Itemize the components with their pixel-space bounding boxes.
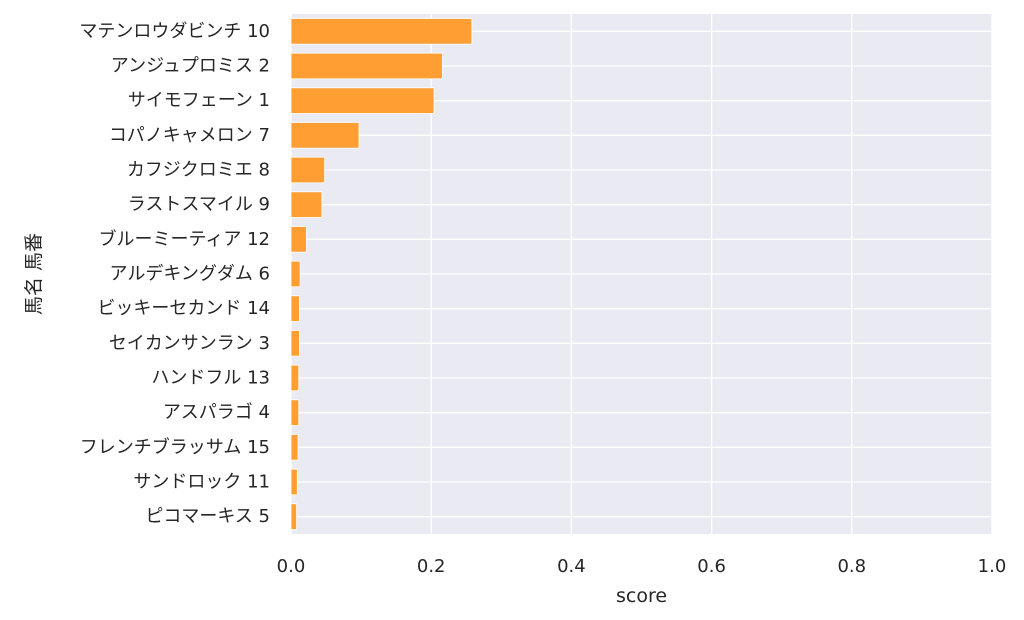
y-tick-label: コパノキャメロン 7 [109,125,270,146]
bar [290,330,300,357]
y-tick-label: フレンチブラッサム 15 [80,436,270,458]
y-tick-label: ビッキーセカンド 14 [97,298,270,319]
x-tick-label: 0.2 [417,556,446,577]
bar [290,260,301,288]
y-tick-label: セイカンサンラン 3 [109,333,270,354]
y-tick-label: サンドロック 11 [133,472,270,493]
bar [290,87,435,114]
bar [290,295,300,322]
x-axis-label: score [616,585,667,607]
y-tick-label: サイモフェーン 1 [128,90,270,111]
y-tick-label: アンジュプロミス 2 [111,56,270,77]
bar [290,122,360,149]
x-tick-label: 0.0 [277,556,306,577]
y-tick-labels: マテンロウダビンチ 10 アンジュプロミス 2 サイモフェーン 1 コパノキャメロン … [79,21,270,527]
bar [290,503,298,530]
bar [290,156,326,184]
x-tick-labels: 0.0 0.2 0.4 0.6 0.8 1.0 [277,556,1007,577]
y-tick-label: カフジクロミエ 8 [127,160,270,181]
y-tick-label: ハンドフル 13 [151,368,270,389]
y-tick-label: ピコマーキス 5 [145,506,270,527]
y-tick-label: ラストスマイル 9 [128,194,270,215]
y-tick-label: アルデキングダム 6 [110,264,270,285]
bar [290,226,307,253]
bar [290,468,298,496]
bar [290,52,443,80]
bar [290,18,473,45]
bar [290,399,300,426]
bar [290,191,323,218]
x-tick-label: 1.0 [978,556,1007,577]
x-tick-label: 0.4 [557,556,586,577]
y-axis-label: 馬名 馬番 [23,233,45,315]
x-tick-label: 0.6 [697,556,726,577]
y-tick-label: マテンロウダビンチ 10 [79,21,270,42]
y-tick-label: アスパラゴ 4 [163,402,270,423]
bar [290,364,300,392]
x-tick-label: 0.8 [837,556,866,577]
bar [290,434,299,461]
bars [290,18,473,530]
y-tick-label: ブルーミーティア 12 [98,228,270,250]
